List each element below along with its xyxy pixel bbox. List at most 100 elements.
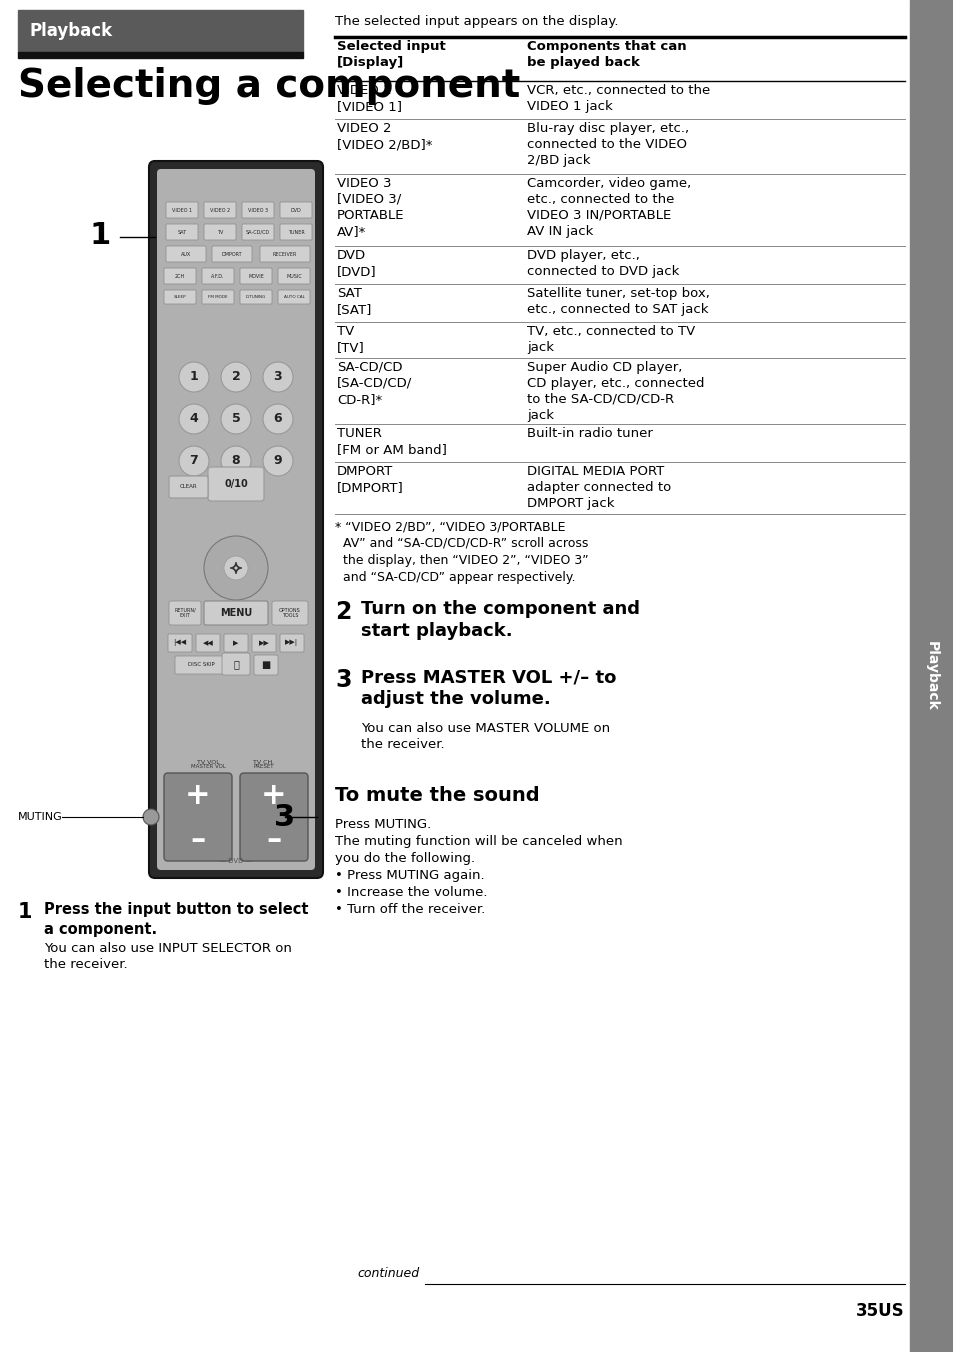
Text: FM MODE: FM MODE [208, 295, 228, 299]
Text: RECEIVER: RECEIVER [273, 251, 297, 257]
Text: DMPORT: DMPORT [221, 251, 242, 257]
FancyBboxPatch shape [149, 161, 323, 877]
Text: SAT: SAT [177, 230, 187, 234]
FancyBboxPatch shape [174, 656, 227, 675]
Text: MUTING: MUTING [18, 813, 63, 822]
FancyBboxPatch shape [204, 602, 268, 625]
Text: OPTIONS
TOOLS: OPTIONS TOOLS [279, 607, 300, 618]
Text: 2: 2 [232, 370, 240, 384]
Text: 35US: 35US [856, 1302, 904, 1320]
Text: 8: 8 [232, 454, 240, 468]
Text: Built-in radio tuner: Built-in radio tuner [526, 427, 652, 439]
Text: VIDEO 1: VIDEO 1 [172, 207, 192, 212]
Text: 7: 7 [190, 454, 198, 468]
Text: TV, etc., connected to TV
jack: TV, etc., connected to TV jack [526, 324, 695, 354]
Text: TV: TV [216, 230, 223, 234]
FancyBboxPatch shape [253, 654, 277, 675]
Text: Press MUTING.
The muting function will be canceled when
you do the following.
• : Press MUTING. The muting function will b… [335, 818, 622, 917]
Text: — DVD —: — DVD — [219, 859, 253, 864]
Text: AUTO CAL: AUTO CAL [283, 295, 304, 299]
FancyBboxPatch shape [240, 289, 272, 304]
FancyBboxPatch shape [240, 773, 308, 861]
Text: Selected input
[Display]: Selected input [Display] [336, 41, 445, 69]
Text: +: + [261, 780, 287, 810]
Text: –: – [191, 825, 206, 853]
Text: 3: 3 [274, 803, 295, 831]
FancyBboxPatch shape [240, 268, 272, 284]
Text: VCR, etc., connected to the
VIDEO 1 jack: VCR, etc., connected to the VIDEO 1 jack [526, 84, 709, 114]
Text: Turn on the component and
start playback.: Turn on the component and start playback… [360, 600, 639, 641]
Bar [18, 51, 303, 58]
Text: 9: 9 [274, 454, 282, 468]
Text: SAT
[SAT]: SAT [SAT] [336, 287, 372, 316]
Circle shape [263, 362, 293, 392]
Circle shape [204, 535, 268, 600]
FancyBboxPatch shape [252, 634, 275, 652]
FancyBboxPatch shape [222, 653, 250, 675]
Circle shape [263, 404, 293, 434]
Text: Playback: Playback [30, 22, 113, 41]
Text: ▶▶|: ▶▶| [285, 639, 298, 646]
FancyBboxPatch shape [168, 634, 192, 652]
Text: Playback: Playback [924, 641, 938, 711]
Text: 1: 1 [190, 370, 198, 384]
FancyBboxPatch shape [242, 201, 274, 218]
Text: Press the input button to select
a component.: Press the input button to select a compo… [44, 902, 308, 937]
Text: 4: 4 [190, 412, 198, 426]
Bar [909, 0, 953, 1352]
Circle shape [179, 446, 209, 476]
Text: VIDEO 3
[VIDEO 3/
PORTABLE
AV]*: VIDEO 3 [VIDEO 3/ PORTABLE AV]* [336, 177, 404, 238]
Text: DVD: DVD [291, 207, 301, 212]
Circle shape [221, 446, 251, 476]
FancyBboxPatch shape [169, 602, 201, 625]
Text: MENU: MENU [219, 608, 252, 618]
FancyBboxPatch shape [260, 246, 310, 262]
Text: TUNER
[FM or AM band]: TUNER [FM or AM band] [336, 427, 446, 456]
FancyBboxPatch shape [164, 268, 195, 284]
Text: VIDEO 3: VIDEO 3 [248, 207, 268, 212]
Text: SA-CD/CD
[SA-CD/CD/
CD-R]*: SA-CD/CD [SA-CD/CD/ CD-R]* [336, 361, 412, 406]
Circle shape [179, 404, 209, 434]
FancyBboxPatch shape [166, 201, 198, 218]
Text: 3: 3 [274, 370, 282, 384]
Text: ▶: ▶ [233, 639, 238, 646]
FancyBboxPatch shape [164, 773, 232, 861]
FancyBboxPatch shape [166, 224, 198, 241]
Text: MUSIC: MUSIC [286, 273, 301, 279]
Text: ▶▶: ▶▶ [258, 639, 269, 646]
Text: AUX: AUX [181, 251, 191, 257]
Text: Satellite tuner, set-top box,
etc., connected to SAT jack: Satellite tuner, set-top box, etc., conn… [526, 287, 709, 316]
Text: TV
[TV]: TV [TV] [336, 324, 364, 354]
Text: VIDEO 1
[VIDEO 1]: VIDEO 1 [VIDEO 1] [336, 84, 401, 114]
FancyBboxPatch shape [195, 634, 220, 652]
Text: DIGITAL MEDIA PORT
adapter connected to
DMPORT jack: DIGITAL MEDIA PORT adapter connected to … [526, 465, 671, 510]
Text: 5: 5 [232, 412, 240, 426]
Text: 2: 2 [335, 600, 351, 625]
Text: TV VOL: TV VOL [196, 760, 219, 765]
Text: ⏸: ⏸ [233, 658, 238, 669]
FancyBboxPatch shape [224, 634, 248, 652]
Text: To mute the sound: To mute the sound [335, 786, 539, 804]
Text: TV CH.: TV CH. [253, 760, 274, 765]
Text: +: + [185, 780, 211, 810]
Text: VIDEO 2: VIDEO 2 [210, 207, 230, 212]
Text: 3: 3 [335, 668, 351, 692]
Circle shape [263, 446, 293, 476]
Text: Super Audio CD player,
CD player, etc., connected
to the SA-CD/CD/CD-R
jack: Super Audio CD player, CD player, etc., … [526, 361, 703, 422]
Text: VIDEO 2
[VIDEO 2/BD]*: VIDEO 2 [VIDEO 2/BD]* [336, 122, 432, 151]
Text: ■: ■ [261, 660, 271, 671]
FancyBboxPatch shape [166, 246, 206, 262]
Text: PRESET: PRESET [253, 764, 274, 769]
FancyBboxPatch shape [202, 289, 233, 304]
FancyBboxPatch shape [242, 224, 274, 241]
Text: 6: 6 [274, 412, 282, 426]
Text: DVD player, etc.,
connected to DVD jack: DVD player, etc., connected to DVD jack [526, 249, 679, 279]
FancyBboxPatch shape [164, 289, 195, 304]
Text: DVD
[DVD]: DVD [DVD] [336, 249, 376, 279]
Text: 0/10: 0/10 [224, 479, 248, 489]
Text: 1: 1 [90, 220, 111, 250]
Text: A.F.D.: A.F.D. [211, 273, 225, 279]
Text: –: – [266, 825, 281, 853]
Text: Press MASTER VOL +/– to
adjust the volume.: Press MASTER VOL +/– to adjust the volum… [360, 668, 616, 708]
Circle shape [179, 362, 209, 392]
